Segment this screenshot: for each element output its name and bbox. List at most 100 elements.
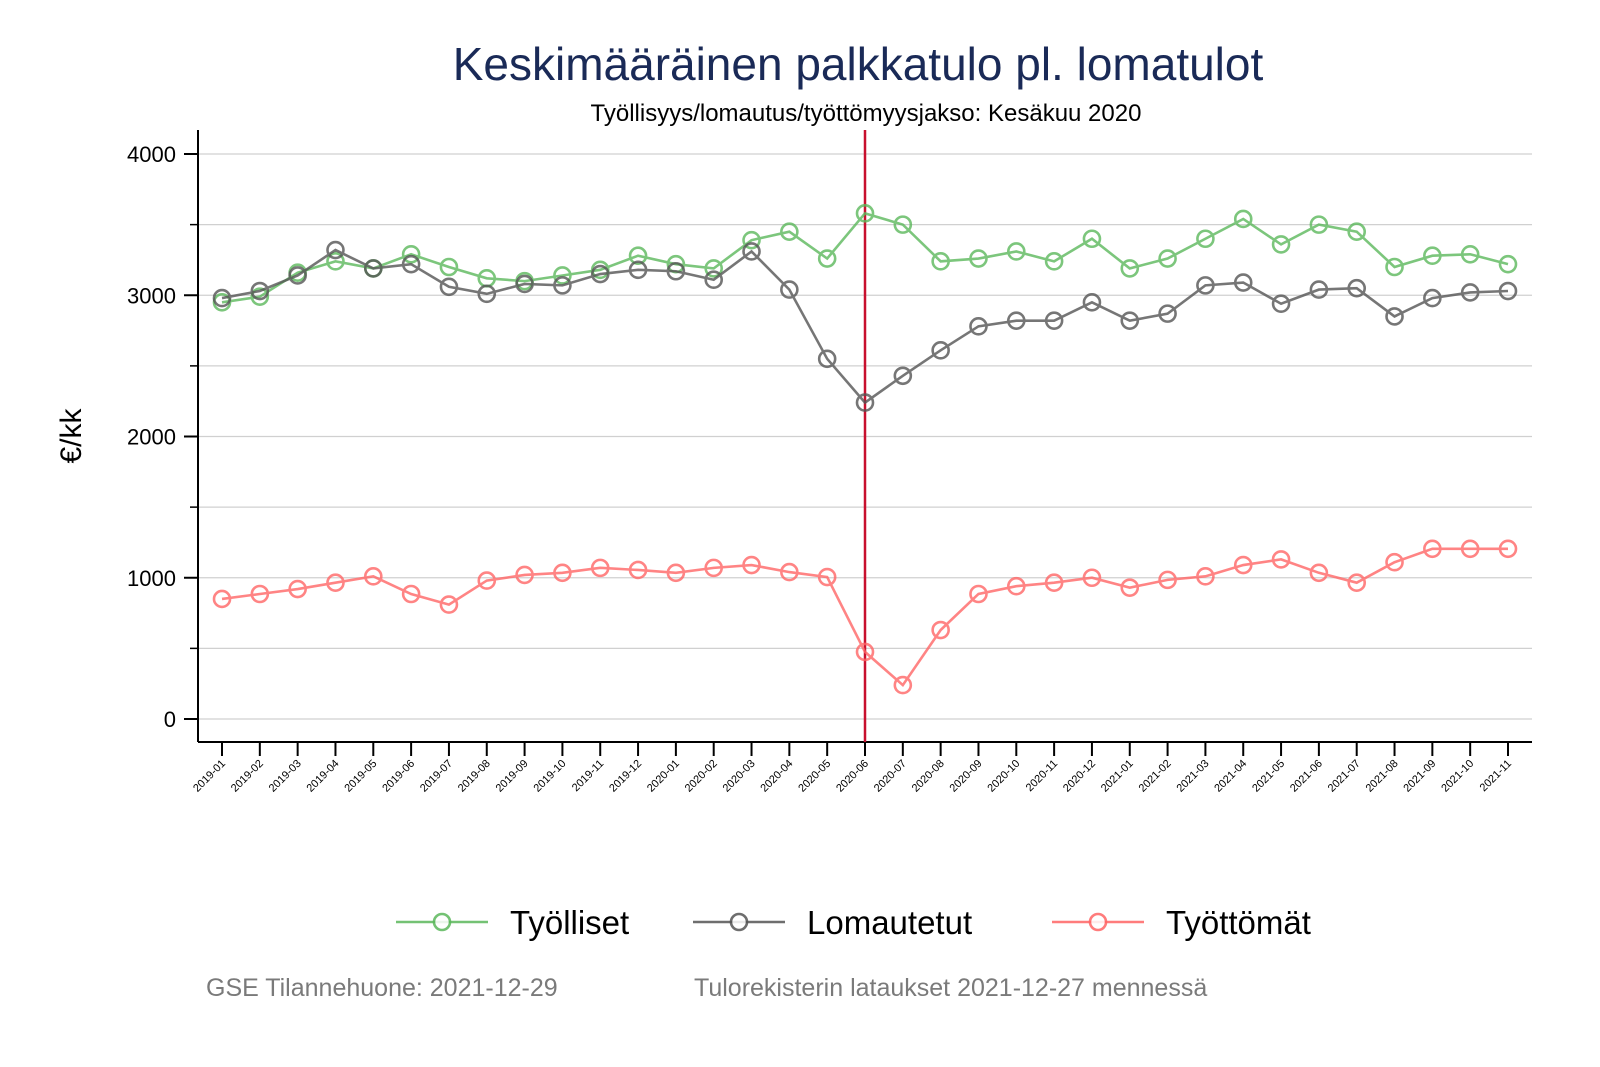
x-tick-label: 2019-12 <box>607 758 644 795</box>
x-tick-label: 2020-12 <box>1061 758 1098 795</box>
data-point <box>1233 273 1253 292</box>
data-point <box>666 563 686 583</box>
data-point <box>742 555 761 575</box>
legend-item: Lomautetut <box>693 904 972 941</box>
x-tick-label: 2021-05 <box>1250 758 1287 795</box>
footer-note: Tulorekisterin lataukset 2021-12-27 menn… <box>694 974 1207 1002</box>
data-point <box>969 317 988 336</box>
y-axis-ticks: 0 1000 2000 3000 4000 <box>127 142 198 732</box>
legend-label: Lomautetut <box>807 904 972 941</box>
data-point <box>1423 288 1442 308</box>
x-tick-label: 2019-03 <box>267 758 304 795</box>
data-point <box>363 259 383 278</box>
legend-label: Työlliset <box>510 904 629 941</box>
data-point <box>855 642 875 662</box>
y-tick-label: 2000 <box>127 425 176 450</box>
x-tick-label: 2019-06 <box>380 758 417 795</box>
x-tick-label: 2021-08 <box>1364 758 1401 795</box>
data-point <box>855 204 875 223</box>
data-point <box>1385 307 1404 326</box>
x-tick-label: 2020-05 <box>796 758 833 795</box>
data-point <box>477 284 497 304</box>
data-point <box>212 288 232 308</box>
data-point <box>1082 293 1102 312</box>
x-tick-label: 2020-11 <box>1024 758 1060 794</box>
data-point <box>326 240 345 260</box>
x-tick-label: 2020-03 <box>721 758 758 795</box>
data-point <box>363 567 383 586</box>
data-point <box>1309 280 1329 299</box>
data-point <box>628 246 648 265</box>
series-line <box>221 547 1508 688</box>
data-point <box>704 259 724 278</box>
data-point <box>590 558 610 578</box>
x-axis-ticks: 2019-01 2019-02 2019-03 2019-04 2019-05 2019-… <box>191 742 1514 795</box>
legend: Työlliset Lomautetut Työttömät <box>396 904 1311 941</box>
data-point <box>1158 304 1177 323</box>
data-point <box>1271 235 1291 254</box>
data-point <box>1460 244 1480 264</box>
data-point <box>1498 281 1518 301</box>
x-tick-label: 2019-02 <box>229 758 266 795</box>
x-tick-label: 2020-08 <box>910 758 947 795</box>
footer-source: GSE Tilannehuone: 2021-12-29 <box>206 974 558 1002</box>
data-point <box>1120 259 1140 278</box>
data-point <box>666 261 686 281</box>
data-point <box>250 584 270 604</box>
data-point <box>1233 555 1253 575</box>
x-tick-label: 2019-09 <box>494 758 531 795</box>
x-tick-label: 2019-04 <box>305 758 342 795</box>
data-point <box>1044 311 1064 330</box>
legend-marker <box>729 912 749 932</box>
data-point <box>931 252 950 271</box>
data-point <box>893 675 913 695</box>
x-tick-label: 2019-01 <box>191 758 228 795</box>
x-tick-label: 2021-06 <box>1288 758 1325 795</box>
data-point <box>1196 276 1215 295</box>
data-point <box>250 281 270 301</box>
series-line <box>221 211 1509 304</box>
data-point <box>212 589 232 609</box>
x-tick-label: 2020-06 <box>834 758 871 795</box>
data-point <box>704 270 724 290</box>
x-tick-label: 2021-02 <box>1137 758 1174 795</box>
data-point <box>628 260 648 280</box>
data-point <box>1044 573 1064 592</box>
data-point <box>1498 254 1518 274</box>
data-point <box>1423 539 1442 559</box>
data-point <box>1233 209 1253 229</box>
data-point <box>1196 229 1215 249</box>
data-point <box>1460 539 1480 559</box>
data-point <box>1082 568 1102 588</box>
data-point <box>1006 311 1026 330</box>
x-tick-label: 2019-05 <box>342 758 379 795</box>
data-point <box>1158 570 1177 590</box>
data-point <box>1158 249 1177 268</box>
x-tick-label: 2021-07 <box>1326 758 1363 795</box>
series-line <box>221 248 1509 405</box>
data-point <box>553 276 572 295</box>
data-point <box>326 573 345 592</box>
data-point <box>1044 252 1064 271</box>
data-point <box>1385 257 1404 277</box>
series-työttömät <box>212 539 1518 695</box>
data-point <box>893 366 913 386</box>
data-point <box>1385 552 1404 572</box>
data-point <box>817 349 837 369</box>
x-tick-label: 2021-09 <box>1401 758 1438 795</box>
data-point <box>742 242 761 261</box>
data-point <box>553 563 572 583</box>
legend-item: Työlliset <box>396 904 629 941</box>
data-point <box>855 393 875 412</box>
data-point <box>780 222 799 241</box>
data-point <box>553 266 572 285</box>
legend-label: Työttömät <box>1166 904 1311 941</box>
data-point <box>1271 550 1291 569</box>
data-point <box>515 565 534 585</box>
x-tick-label: 2020-07 <box>872 758 909 795</box>
y-tick-label: 3000 <box>127 283 176 308</box>
data-point <box>288 579 307 599</box>
data-point <box>401 244 421 264</box>
data-point <box>1309 215 1329 234</box>
data-point <box>628 560 648 580</box>
